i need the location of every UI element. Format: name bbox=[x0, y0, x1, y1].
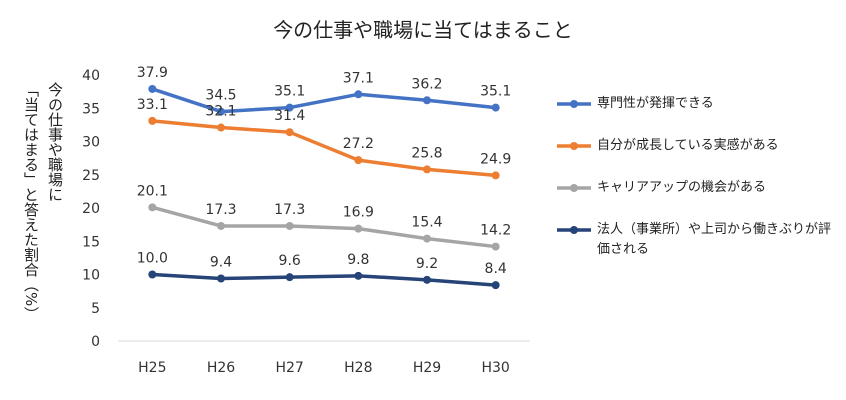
data-point bbox=[285, 103, 294, 112]
data-point bbox=[217, 274, 225, 283]
data-label: 34.5 bbox=[205, 88, 236, 104]
data-label: 10.0 bbox=[137, 251, 168, 267]
data-point bbox=[285, 128, 294, 137]
legend-item: 専門性が発揮できる bbox=[555, 94, 845, 136]
data-label: 17.3 bbox=[274, 202, 305, 218]
legend-label: 自分が成長している実感がある bbox=[597, 138, 779, 153]
legend-label: 専門性が発揮できる bbox=[597, 96, 714, 111]
legend-marker bbox=[557, 142, 591, 150]
data-label: 32.1 bbox=[205, 104, 236, 120]
y-tick-label: 0 bbox=[91, 334, 100, 350]
data-label: 9.4 bbox=[210, 254, 232, 270]
y-tick-label: 35 bbox=[82, 101, 100, 117]
series-line-2 bbox=[150, 119, 498, 178]
data-point bbox=[285, 221, 294, 230]
data-point bbox=[148, 270, 157, 279]
chart-title: 今の仕事や職場に当てはまること bbox=[273, 18, 573, 42]
x-tick-label: H30 bbox=[481, 360, 509, 376]
data-label: 35.1 bbox=[480, 84, 511, 100]
y-tick-label: 10 bbox=[82, 268, 100, 284]
legend-marker bbox=[557, 226, 591, 234]
y-tick-label: 20 bbox=[82, 201, 100, 217]
series-line-3 bbox=[150, 205, 498, 249]
x-tick-label: H29 bbox=[413, 360, 441, 376]
data-point bbox=[354, 156, 363, 165]
data-label: 27.2 bbox=[343, 136, 374, 152]
data-label: 36.2 bbox=[411, 76, 442, 92]
data-point bbox=[354, 224, 363, 233]
data-point bbox=[491, 103, 500, 112]
x-tick-label: H27 bbox=[275, 360, 303, 376]
legend-label: 法人（事業所）や上司から働きぶりが評価される bbox=[597, 222, 832, 257]
legend-marker bbox=[557, 100, 591, 108]
x-tick-label: H28 bbox=[344, 360, 372, 376]
data-point bbox=[423, 234, 431, 243]
data-label: 20.1 bbox=[137, 183, 168, 199]
data-point bbox=[148, 203, 157, 212]
data-label: 33.1 bbox=[137, 97, 168, 113]
data-label: 24.9 bbox=[480, 151, 511, 167]
data-label: 9.6 bbox=[279, 253, 301, 269]
legend-item: 法人（事業所）や上司から働きぶりが評価される bbox=[555, 220, 845, 262]
data-point bbox=[423, 275, 431, 284]
legend: 専門性が発揮できる自分が成長している実感がある キャリアアップの機会がある法人（事… bbox=[555, 94, 845, 262]
data-point bbox=[148, 84, 157, 93]
data-point bbox=[491, 171, 500, 180]
data-point bbox=[217, 123, 225, 132]
legend-marker bbox=[557, 184, 591, 192]
data-label: 14.2 bbox=[480, 223, 511, 239]
data-point bbox=[491, 242, 500, 251]
data-point bbox=[285, 273, 294, 282]
y-tick-label: 40 bbox=[82, 68, 100, 84]
data-point bbox=[423, 96, 431, 105]
series-line-1 bbox=[150, 87, 498, 114]
legend-item: キャリアアップの機会がある bbox=[555, 178, 845, 220]
data-label: 31.4 bbox=[274, 108, 305, 124]
data-label: 8.4 bbox=[485, 261, 507, 277]
x-tick-label: H26 bbox=[207, 360, 235, 376]
data-label: 37.9 bbox=[137, 65, 168, 81]
data-point bbox=[423, 165, 431, 174]
data-point bbox=[148, 116, 157, 125]
data-label: 9.8 bbox=[347, 252, 369, 268]
data-point bbox=[354, 90, 363, 99]
y-tick-label: 25 bbox=[82, 168, 100, 184]
y-axis-title: 今の仕事や職場に 「当てはまる」と答えた割合（%） bbox=[8, 82, 78, 352]
legend-label: キャリアアップの機会がある bbox=[597, 180, 767, 195]
y-tick-label: 15 bbox=[82, 234, 100, 250]
series-line-4 bbox=[150, 272, 498, 287]
y-axis-title-line-1: 今の仕事や職場に bbox=[46, 82, 64, 202]
x-tick-label: H25 bbox=[138, 360, 166, 376]
data-point bbox=[217, 107, 225, 116]
y-axis-title-line-2: 「当てはまる」と答えた割合（%） bbox=[22, 82, 40, 322]
data-label: 9.2 bbox=[416, 256, 438, 272]
data-label: 25.8 bbox=[411, 145, 442, 161]
legend-item: 自分が成長している実感がある bbox=[555, 136, 845, 178]
data-label: 17.3 bbox=[205, 202, 236, 218]
data-point bbox=[491, 281, 500, 290]
data-label: 37.1 bbox=[343, 70, 374, 86]
data-label: 35.1 bbox=[274, 84, 305, 100]
y-tick-label: 30 bbox=[82, 135, 100, 151]
data-label: 15.4 bbox=[411, 215, 442, 231]
data-point bbox=[354, 271, 363, 280]
data-point bbox=[217, 221, 225, 230]
data-label: 16.9 bbox=[343, 205, 374, 221]
y-tick-label: 5 bbox=[91, 301, 100, 317]
